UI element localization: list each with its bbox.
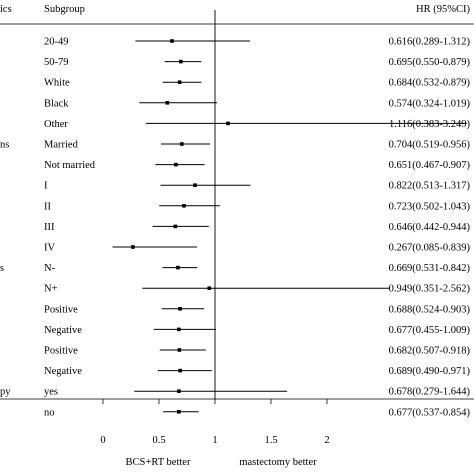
characteristic-label: ns — [0, 140, 9, 151]
hr-point — [193, 183, 197, 187]
x-tick-label: 1 — [212, 435, 217, 446]
hr-ci-label: 0.267(0.085-0.839) — [389, 243, 471, 254]
subgroup-label: Positive — [44, 346, 78, 357]
subgroup-label: no — [44, 407, 55, 418]
hr-point — [178, 307, 182, 311]
header-subgroup: Subgroup — [44, 4, 85, 15]
hr-point — [165, 101, 170, 105]
footer-left-label: BCS+RT better — [126, 457, 191, 468]
hr-ci-label: 0.678(0.279-1.644) — [389, 387, 471, 398]
hr-ci-label: 0.704(0.519-0.956) — [389, 140, 471, 151]
hr-ci-label: 1.116(0.383-3.249) — [389, 119, 470, 130]
subgroup-label: Black — [44, 98, 69, 109]
forest-row: II 0.723(0.502-1.043) — [44, 201, 470, 212]
hr-ci-label: 0.682(0.507-0.918) — [389, 346, 471, 357]
hr-ci-label: 0.574(0.324-1.019) — [389, 98, 471, 109]
forest-row: Positive 0.688(0.524-0.903) — [44, 304, 470, 315]
hr-ci-label: 0.677(0.537-0.854) — [389, 407, 471, 418]
header-row: ics Subgroup HR (95%CI) — [0, 4, 471, 15]
hr-point — [173, 224, 178, 229]
forest-row: N+ 0.949(0.351-2.562) — [44, 284, 470, 295]
forest-row: 20-49 0.616(0.289-1.312) — [44, 37, 470, 48]
hr-ci-label: 0.689(0.490-0.971) — [389, 366, 471, 377]
subgroup-label: 20-49 — [44, 37, 69, 48]
hr-ci-label: 0.684(0.532-0.879) — [389, 78, 471, 89]
hr-point — [226, 121, 230, 126]
subgroup-label: Other — [44, 119, 68, 130]
subgroup-label: White — [44, 78, 70, 89]
hr-ci-label: 0.616(0.289-1.312) — [389, 37, 471, 48]
forest-row: IV 0.267(0.085-0.839) — [44, 243, 470, 254]
forest-row: Positive 0.682(0.507-0.918) — [44, 346, 470, 357]
subgroup-label: N- — [44, 263, 56, 274]
forest-row: III 0.646(0.442-0.944) — [44, 222, 470, 233]
header-characteristics: ics — [0, 4, 12, 15]
forest-row: Negative 0.689(0.490-0.971) — [44, 366, 470, 377]
subgroup-label: N+ — [44, 284, 58, 295]
forest-row: N- 0.669(0.531-0.842) — [44, 263, 470, 274]
hr-ci-label: 0.677(0.455-1.009) — [389, 325, 471, 336]
subgroup-label: 50-79 — [44, 57, 69, 68]
hr-point — [174, 162, 178, 167]
characteristic-label: py — [0, 387, 11, 398]
forest-row: Not married 0.651(0.467-0.907) — [44, 160, 470, 171]
x-tick-label: 0.5 — [152, 435, 165, 446]
subgroup-label: Negative — [44, 366, 82, 377]
subgroup-label: II — [44, 201, 51, 212]
forest-row: Married 0.704(0.519-0.956) — [44, 140, 470, 151]
hr-ci-label: 0.949(0.351-2.562) — [389, 284, 471, 295]
forest-row: no 0.677(0.537-0.854) — [44, 407, 470, 418]
subgroup-label: Married — [44, 140, 79, 151]
forest-row: I 0.822(0.513-1.317) — [44, 181, 470, 192]
forest-row: Black 0.574(0.324-1.019) — [44, 98, 470, 109]
hr-ci-label: 0.688(0.524-0.903) — [389, 304, 471, 315]
hr-ci-label: 0.669(0.531-0.842) — [389, 263, 471, 274]
characteristic-labels: ns s py — [0, 140, 11, 398]
hr-point — [177, 80, 182, 84]
forest-row: yes 0.678(0.279-1.644) — [44, 387, 470, 398]
footer-labels: BCS+RT better mastectomy better — [126, 457, 318, 468]
subgroup-label: Positive — [44, 304, 78, 315]
hr-point — [179, 59, 183, 64]
subgroup-label: III — [44, 222, 55, 233]
hr-point — [207, 286, 212, 290]
hr-point — [182, 204, 186, 208]
subgroup-label: yes — [44, 387, 58, 398]
header-hr: HR (95%CI) — [416, 4, 470, 15]
hr-ci-label: 0.723(0.502-1.043) — [389, 201, 471, 212]
forest-row: Negative 0.677(0.455-1.009) — [44, 325, 470, 336]
subgroup-label: IV — [44, 243, 55, 254]
hr-point — [177, 327, 181, 332]
subgroup-label: I — [44, 181, 48, 192]
hr-point — [177, 348, 182, 352]
hr-ci-label: 0.822(0.513-1.317) — [389, 181, 471, 192]
hr-point — [176, 265, 180, 270]
x-tick-label: 1.5 — [264, 435, 277, 446]
forest-row: Other 1.116(0.383-3.249) — [44, 119, 470, 130]
hr-point — [177, 410, 181, 414]
hr-point — [131, 245, 135, 249]
subgroup-label: Not married — [44, 160, 96, 171]
hr-ci-label: 0.646(0.442-0.944) — [389, 222, 471, 233]
hr-point — [177, 389, 181, 393]
hr-ci-label: 0.651(0.467-0.907) — [389, 160, 471, 171]
footer-right-label: mastectomy better — [239, 457, 317, 468]
hr-point — [170, 39, 174, 43]
forest-row: White 0.684(0.532-0.879) — [44, 78, 470, 89]
characteristic-label: s — [0, 263, 4, 274]
hr-ci-label: 0.695(0.550-0.879) — [389, 57, 471, 68]
forest-row: 50-79 0.695(0.550-0.879) — [44, 57, 470, 68]
x-tick-label: 0 — [100, 435, 105, 446]
hr-point — [180, 142, 184, 146]
x-tick-label: 2 — [324, 435, 329, 446]
subgroup-label: Negative — [44, 325, 82, 336]
forest-rows: 20-49 0.616(0.289-1.312) 50-79 0.695(0.550-… — [44, 37, 470, 419]
hr-point — [178, 368, 182, 373]
x-axis: 0 0.5 1 1.5 2 — [100, 399, 330, 446]
